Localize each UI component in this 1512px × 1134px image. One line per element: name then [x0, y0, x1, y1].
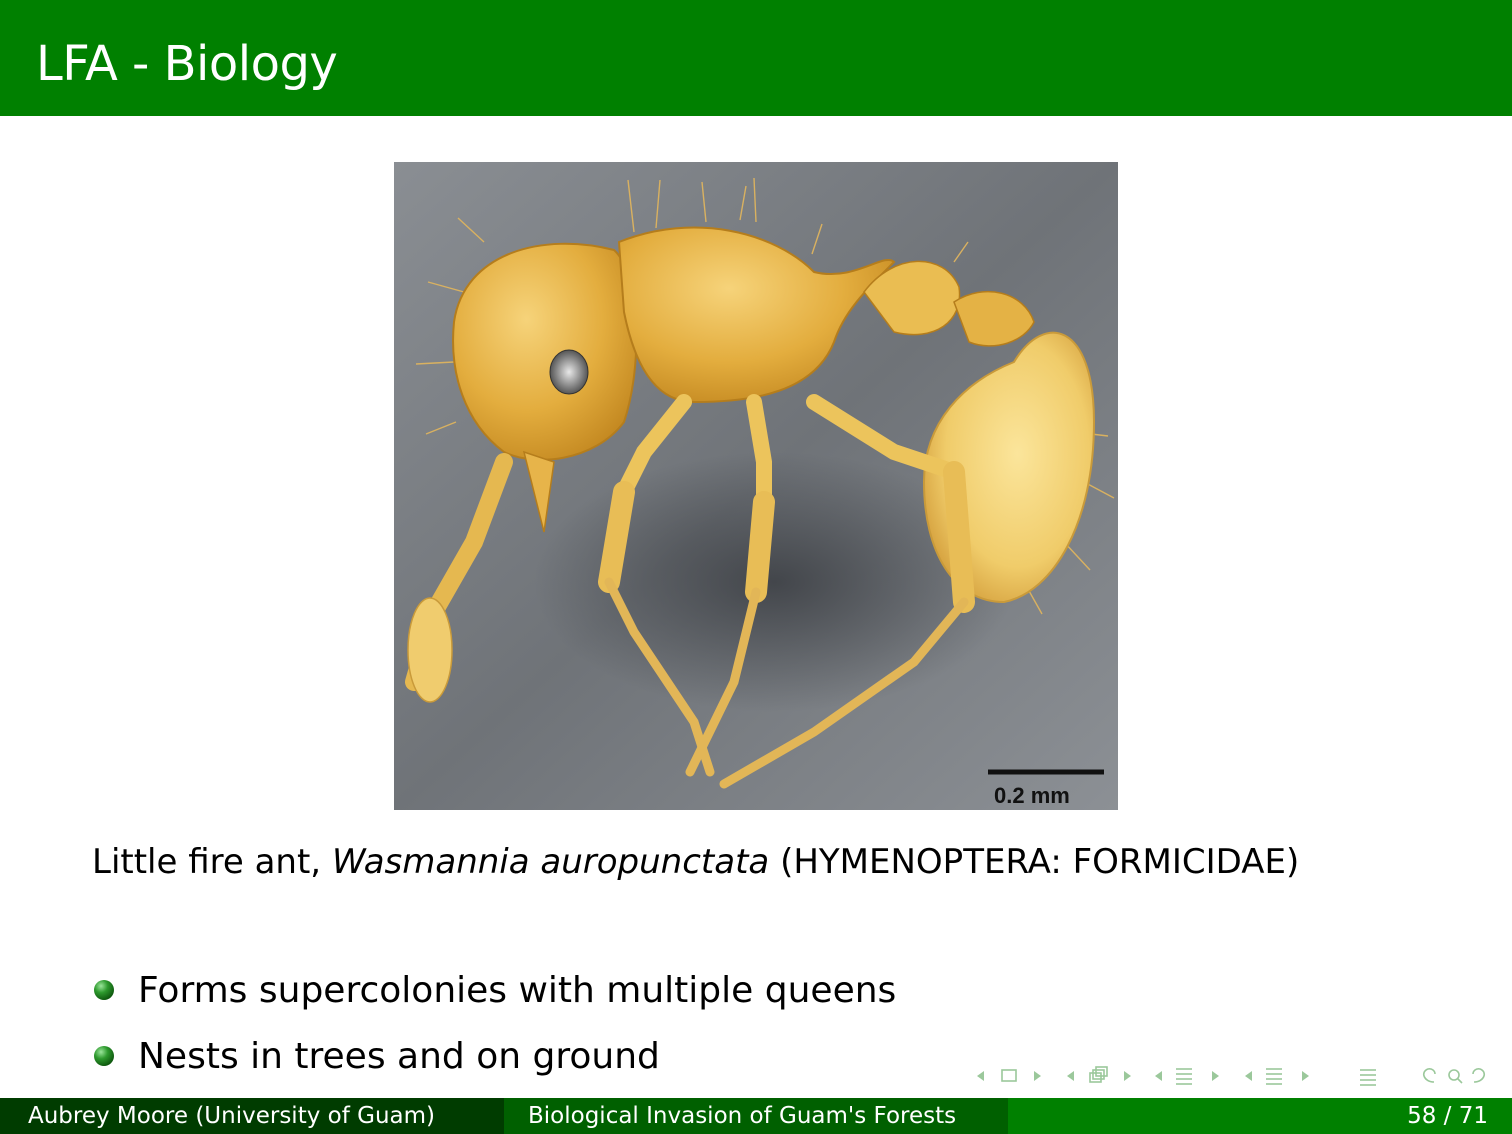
slide-icon[interactable] — [1001, 1069, 1017, 1082]
slide-footer: Aubrey Moore (University of Guam) Biolog… — [0, 1098, 1512, 1134]
frame-next-icon[interactable] — [1124, 1071, 1131, 1081]
subsection-icon[interactable] — [1266, 1068, 1282, 1085]
scale-bar-label: 0.2 mm — [994, 783, 1070, 808]
slide-header: LFA - Biology — [0, 0, 1512, 116]
section-next-icon[interactable] — [1212, 1071, 1219, 1081]
caption-taxonomy: (HYMENOPTERA: FORMICIDAE) — [769, 842, 1300, 882]
bullet-list: Forms supercolonies with multiple queens… — [92, 958, 896, 1090]
section-prev-icon[interactable] — [1155, 1071, 1162, 1081]
ant-photo: 0.2 mm — [394, 162, 1118, 810]
subsection-next-icon[interactable] — [1302, 1071, 1309, 1081]
footer-page-number: 58 / 71 — [1008, 1098, 1512, 1134]
footer-author: Aubrey Moore (University of Guam) — [0, 1098, 504, 1134]
redo-icon[interactable] — [1472, 1068, 1486, 1083]
footer-title: Biological Invasion of Guam's Forests — [504, 1098, 1008, 1134]
undo-icon[interactable] — [1422, 1068, 1436, 1083]
slide-next-icon[interactable] — [1034, 1071, 1041, 1081]
subsection-prev-icon[interactable] — [1245, 1071, 1252, 1081]
section-icon[interactable] — [1176, 1068, 1192, 1085]
beamer-navigation-bar — [977, 1066, 1486, 1086]
bullet-item: Forms supercolonies with multiple queens — [92, 958, 896, 1024]
frame-icon[interactable] — [1089, 1066, 1108, 1083]
bullet-ball-icon — [94, 1046, 114, 1066]
caption-species: Wasmannia auropunctata — [331, 842, 770, 882]
bullet-text: Forms supercolonies with multiple queens — [138, 970, 897, 1011]
toc-icon[interactable] — [1360, 1069, 1376, 1086]
search-icon[interactable] — [1448, 1069, 1463, 1084]
slide-title: LFA - Biology — [36, 36, 338, 92]
bullet-item: Nests in trees and on ground — [92, 1024, 896, 1090]
bullet-ball-icon — [94, 980, 114, 1000]
bullet-text: Nests in trees and on ground — [138, 1036, 660, 1077]
figure-caption: Little fire ant, Wasmannia auropunctata … — [92, 838, 1299, 886]
slide-prev-icon[interactable] — [977, 1071, 984, 1081]
caption-common-name: Little fire ant, — [92, 842, 332, 882]
frame-prev-icon[interactable] — [1067, 1071, 1074, 1081]
